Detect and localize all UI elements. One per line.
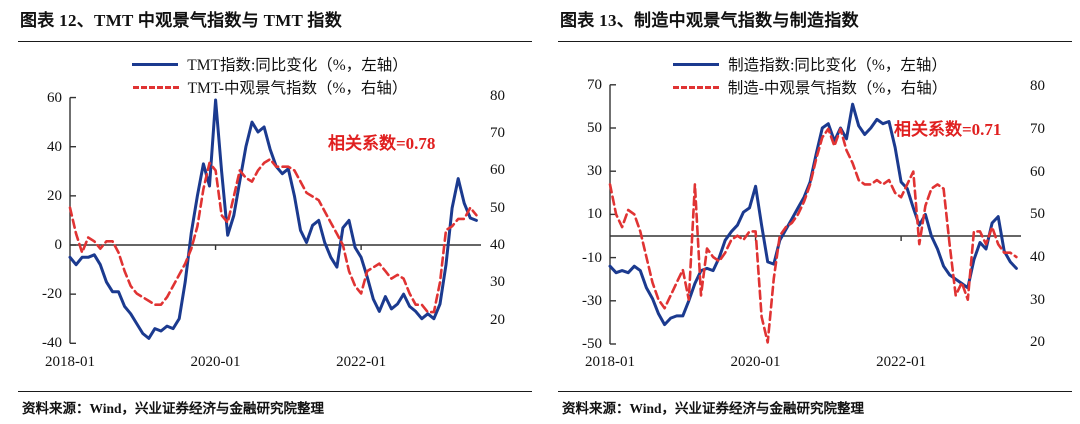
correlation-annotation: 相关系数=0.71 bbox=[894, 120, 1002, 139]
legend-label: 制造指数:同比变化（%，左轴） bbox=[728, 57, 947, 74]
solid-series-line bbox=[68, 98, 478, 340]
y-axis-left-tick-label: 30 bbox=[587, 163, 602, 180]
y-axis-right-tick-label: 80 bbox=[490, 87, 505, 104]
y-axis-right-tick-label: 70 bbox=[1030, 120, 1045, 137]
y-axis-left-tick-label: -20 bbox=[42, 286, 62, 303]
correlation-annotation: 相关系数=0.78 bbox=[328, 134, 436, 153]
figure-panel-manufacturing: 图表 13、制造中观景气指数与制造指数 制造指数:同比变化（%，左轴） 制造-中… bbox=[540, 0, 1080, 424]
y-axis-right-tick-label: 20 bbox=[1030, 334, 1045, 351]
figure-title: 图表 12、TMT 中观景气指数与 TMT 指数 bbox=[20, 11, 343, 30]
source-note: 资料来源：Wind，兴业证券经济与金融研究院整理 bbox=[22, 401, 325, 416]
line-chart bbox=[608, 84, 1021, 345]
line-chart bbox=[68, 96, 481, 344]
title-divider bbox=[18, 41, 532, 42]
dashed-series-line bbox=[608, 127, 1018, 344]
y-axis-right-tick-label: 50 bbox=[490, 199, 505, 216]
y-axis-left-tick-label: 50 bbox=[587, 120, 602, 136]
solid-line-swatch bbox=[673, 62, 720, 66]
x-axis-tick-label: 2022-01 bbox=[336, 354, 387, 370]
source-note: 资料来源：Wind，兴业证券经济与金融研究院整理 bbox=[562, 401, 865, 416]
x-axis-tick-label: 2020-01 bbox=[190, 354, 241, 370]
x-axis-tick-label: 2020-01 bbox=[730, 354, 781, 370]
source-divider bbox=[558, 391, 1072, 392]
legend: 制造指数:同比变化（%，左轴） 制造-中观景气指数（%，右轴） bbox=[540, 53, 1080, 98]
legend: TMT指数:同比变化（%，左轴） TMT-中观景气指数（%，右轴） bbox=[0, 53, 540, 98]
y-axis-left-tick-label: -30 bbox=[582, 292, 602, 309]
legend-entry-red: TMT-中观景气指数（%，右轴） bbox=[132, 76, 408, 98]
title-divider bbox=[558, 41, 1072, 42]
x-axis-tick-label: 2022-01 bbox=[876, 354, 927, 370]
y-axis-right-tick-label: 30 bbox=[1030, 291, 1045, 308]
y-axis-right-tick-label: 70 bbox=[490, 125, 505, 142]
y-axis-left-tick-label: 0 bbox=[54, 237, 63, 253]
figure-panel-tmt: 图表 12、TMT 中观景气指数与 TMT 指数 TMT指数:同比变化（%，左轴… bbox=[0, 11, 540, 416]
source-divider bbox=[18, 391, 532, 392]
solid-line-swatch bbox=[132, 62, 179, 66]
y-axis-right-tick-label: 30 bbox=[490, 274, 505, 291]
legend-entry-blue: TMT指数:同比变化（%，左轴） bbox=[132, 53, 408, 75]
y-axis-right-tick-label: 50 bbox=[1030, 206, 1045, 223]
y-axis-left-tick-label: 60 bbox=[47, 89, 62, 106]
x-axis-tick-label: 2018-01 bbox=[585, 354, 635, 370]
dashed-line-swatch bbox=[672, 85, 719, 89]
y-axis-right-tick-label: 40 bbox=[1030, 249, 1045, 265]
y-axis-left-tick-label: 40 bbox=[47, 138, 62, 155]
dashed-series-line bbox=[68, 157, 478, 314]
y-axis-right-tick-label: 60 bbox=[1030, 163, 1045, 180]
legend-entry-blue: 制造指数:同比变化（%，左轴） bbox=[673, 53, 947, 75]
y-axis-left-tick-label: 70 bbox=[587, 76, 602, 93]
y-axis-right-tick-label: 60 bbox=[490, 162, 505, 179]
y-axis-left-tick-label: -40 bbox=[42, 335, 62, 352]
legend-label: TMT指数:同比变化（%，左轴） bbox=[187, 57, 408, 74]
legend-label: 制造-中观景气指数（%，右轴） bbox=[727, 80, 948, 97]
y-axis-left-tick-label: -50 bbox=[582, 336, 602, 352]
y-axis-left-tick-label: 10 bbox=[587, 206, 602, 223]
y-axis-left-tick-label: -10 bbox=[582, 249, 602, 266]
y-axis-left-tick-label: 20 bbox=[47, 187, 62, 204]
y-axis-right-tick-label: 80 bbox=[1030, 78, 1045, 95]
x-axis-tick-label: 2018-01 bbox=[45, 354, 95, 370]
legend-label: TMT-中观景气指数（%，右轴） bbox=[187, 80, 408, 97]
figure-title: 图表 13、制造中观景气指数与制造指数 bbox=[560, 11, 859, 30]
dashed-line-swatch bbox=[132, 85, 179, 89]
legend-entry-red: 制造-中观景气指数（%，右轴） bbox=[672, 76, 948, 98]
y-axis-right-tick-label: 20 bbox=[490, 311, 505, 328]
y-axis-right-tick-label: 40 bbox=[490, 237, 505, 253]
